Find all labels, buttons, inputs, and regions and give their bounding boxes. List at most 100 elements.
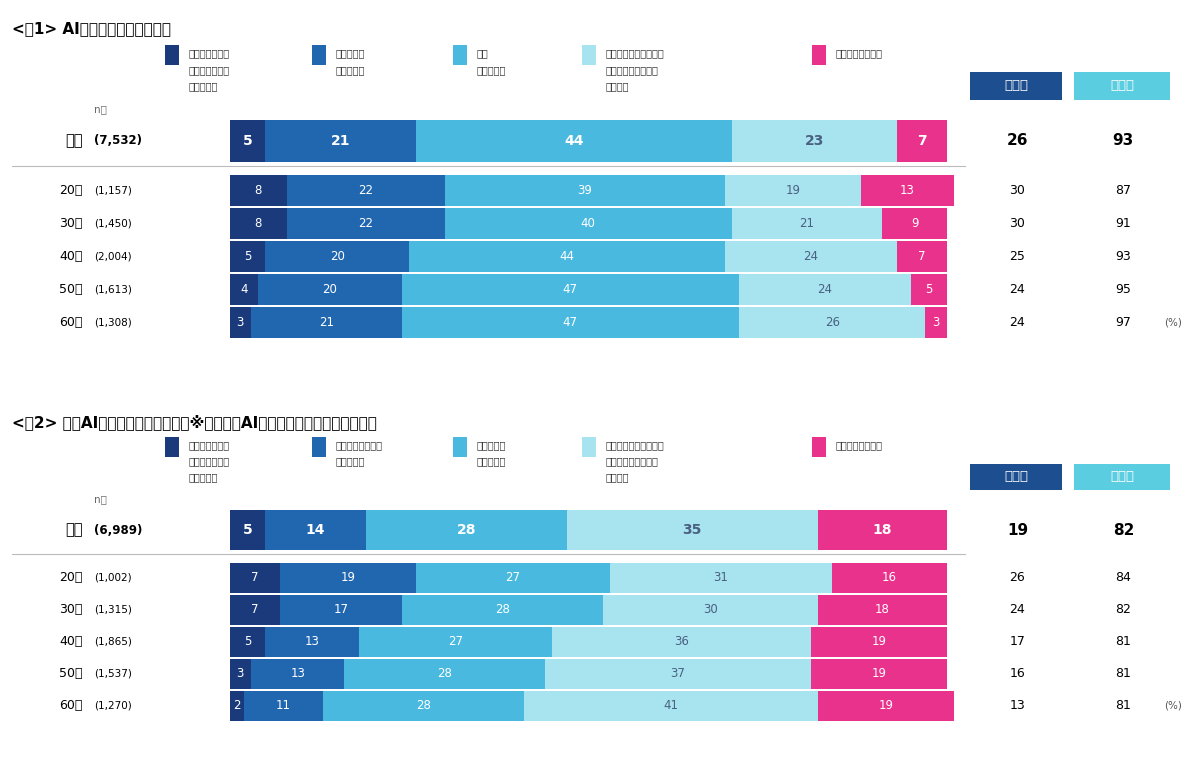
Text: 知っている: 知っている: [476, 456, 506, 466]
Text: 93: 93: [1112, 133, 1134, 148]
Text: 24: 24: [803, 250, 818, 263]
Text: 20: 20: [330, 250, 344, 263]
Text: 11: 11: [276, 699, 290, 712]
Text: (1,308): (1,308): [95, 317, 132, 327]
Text: 60代: 60代: [59, 315, 83, 328]
Text: 60代: 60代: [59, 699, 83, 712]
Bar: [911, 274, 947, 305]
Text: 30: 30: [1009, 183, 1026, 197]
Bar: [566, 510, 817, 550]
Text: 19: 19: [1007, 523, 1028, 537]
Text: (1,270): (1,270): [95, 701, 132, 711]
Text: 40代: 40代: [59, 635, 83, 648]
Text: 30代: 30代: [59, 217, 83, 230]
Text: どのようなものかは: どのようなものかは: [606, 456, 659, 466]
Text: 認知計: 認知計: [1110, 470, 1134, 483]
Text: 22: 22: [359, 217, 373, 230]
Text: 21: 21: [319, 315, 334, 328]
Text: 30: 30: [703, 604, 718, 616]
Text: 13: 13: [290, 667, 305, 680]
Text: 知らない: 知らない: [606, 473, 629, 483]
Bar: [445, 207, 732, 239]
Text: 人に説明できる: 人に説明できる: [188, 440, 229, 450]
Text: (1,613): (1,613): [95, 284, 132, 295]
Text: (%): (%): [1164, 317, 1182, 327]
Bar: [402, 307, 739, 338]
Text: 13: 13: [1009, 699, 1025, 712]
Bar: [1074, 72, 1170, 99]
Text: 24: 24: [1009, 604, 1025, 616]
Bar: [229, 563, 280, 593]
Text: 知らない: 知らない: [606, 82, 629, 91]
Bar: [860, 175, 954, 206]
Bar: [445, 175, 725, 206]
Text: 28: 28: [437, 667, 452, 680]
Text: 内容をそれなりに: 内容をそれなりに: [336, 440, 383, 450]
Text: (1,315): (1,315): [95, 605, 132, 615]
Text: (%): (%): [1164, 701, 1182, 711]
Bar: [229, 241, 265, 272]
Text: 19: 19: [871, 635, 887, 648]
Bar: [229, 207, 287, 239]
Bar: [896, 241, 947, 272]
Bar: [229, 274, 258, 305]
Bar: [402, 274, 739, 305]
Text: <図1> AIの認知度（単一回答）: <図1> AIの認知度（単一回答）: [12, 21, 172, 36]
Bar: [280, 595, 402, 625]
Text: 36: 36: [674, 635, 689, 648]
Text: 9: 9: [911, 217, 918, 230]
Text: 17: 17: [334, 604, 348, 616]
Text: n＝: n＝: [95, 104, 107, 114]
Bar: [416, 563, 610, 593]
Text: 理解計: 理解計: [1004, 79, 1028, 93]
Text: 20: 20: [323, 283, 337, 295]
Text: 47: 47: [563, 315, 578, 328]
Text: 4: 4: [240, 283, 247, 295]
Text: 24: 24: [1009, 283, 1025, 295]
Text: 25: 25: [1009, 250, 1026, 263]
Text: 19: 19: [871, 667, 887, 680]
Text: 理解計: 理解計: [1004, 470, 1028, 483]
Text: 7: 7: [251, 571, 258, 584]
Text: 5: 5: [244, 250, 251, 263]
Text: 95: 95: [1115, 283, 1132, 295]
Text: 40: 40: [581, 217, 595, 230]
Text: 7: 7: [917, 134, 926, 148]
Bar: [811, 45, 826, 65]
Text: 19: 19: [878, 699, 894, 712]
Text: 30: 30: [1009, 217, 1026, 230]
Text: 44: 44: [564, 134, 583, 148]
Text: 18: 18: [875, 604, 889, 616]
Text: 5: 5: [242, 134, 252, 148]
Bar: [229, 658, 251, 689]
Bar: [280, 563, 416, 593]
Text: 27: 27: [505, 571, 521, 584]
Bar: [454, 437, 467, 456]
Text: (7,532): (7,532): [95, 134, 143, 147]
Text: 47: 47: [563, 283, 578, 295]
Bar: [409, 241, 725, 272]
Text: <図2> 生成AIの認知度（単一回答）※ベース：AIについて聞いたことがある人: <図2> 生成AIの認知度（単一回答）※ベース：AIについて聞いたことがある人: [12, 414, 377, 429]
Text: 87: 87: [1115, 183, 1132, 197]
Text: 3: 3: [236, 667, 244, 680]
Text: 30代: 30代: [59, 604, 83, 616]
Text: 27: 27: [448, 635, 463, 648]
Bar: [344, 658, 545, 689]
Bar: [312, 45, 326, 65]
Text: 50代: 50代: [59, 667, 83, 680]
Text: 全体: 全体: [65, 133, 83, 148]
Text: 21: 21: [799, 217, 815, 230]
Text: 16: 16: [882, 571, 898, 584]
Text: 5: 5: [925, 283, 932, 295]
Text: 24: 24: [817, 283, 833, 295]
Text: 7: 7: [918, 250, 925, 263]
Bar: [366, 510, 566, 550]
Bar: [811, 658, 947, 689]
Bar: [265, 510, 366, 550]
Text: 聞いたことがあるが、: 聞いたことがあるが、: [606, 440, 665, 450]
Text: 聞いたこともない: 聞いたこともない: [835, 440, 882, 450]
Bar: [229, 120, 265, 162]
Text: 26: 26: [824, 315, 840, 328]
Bar: [725, 241, 896, 272]
Text: 44: 44: [559, 250, 575, 263]
